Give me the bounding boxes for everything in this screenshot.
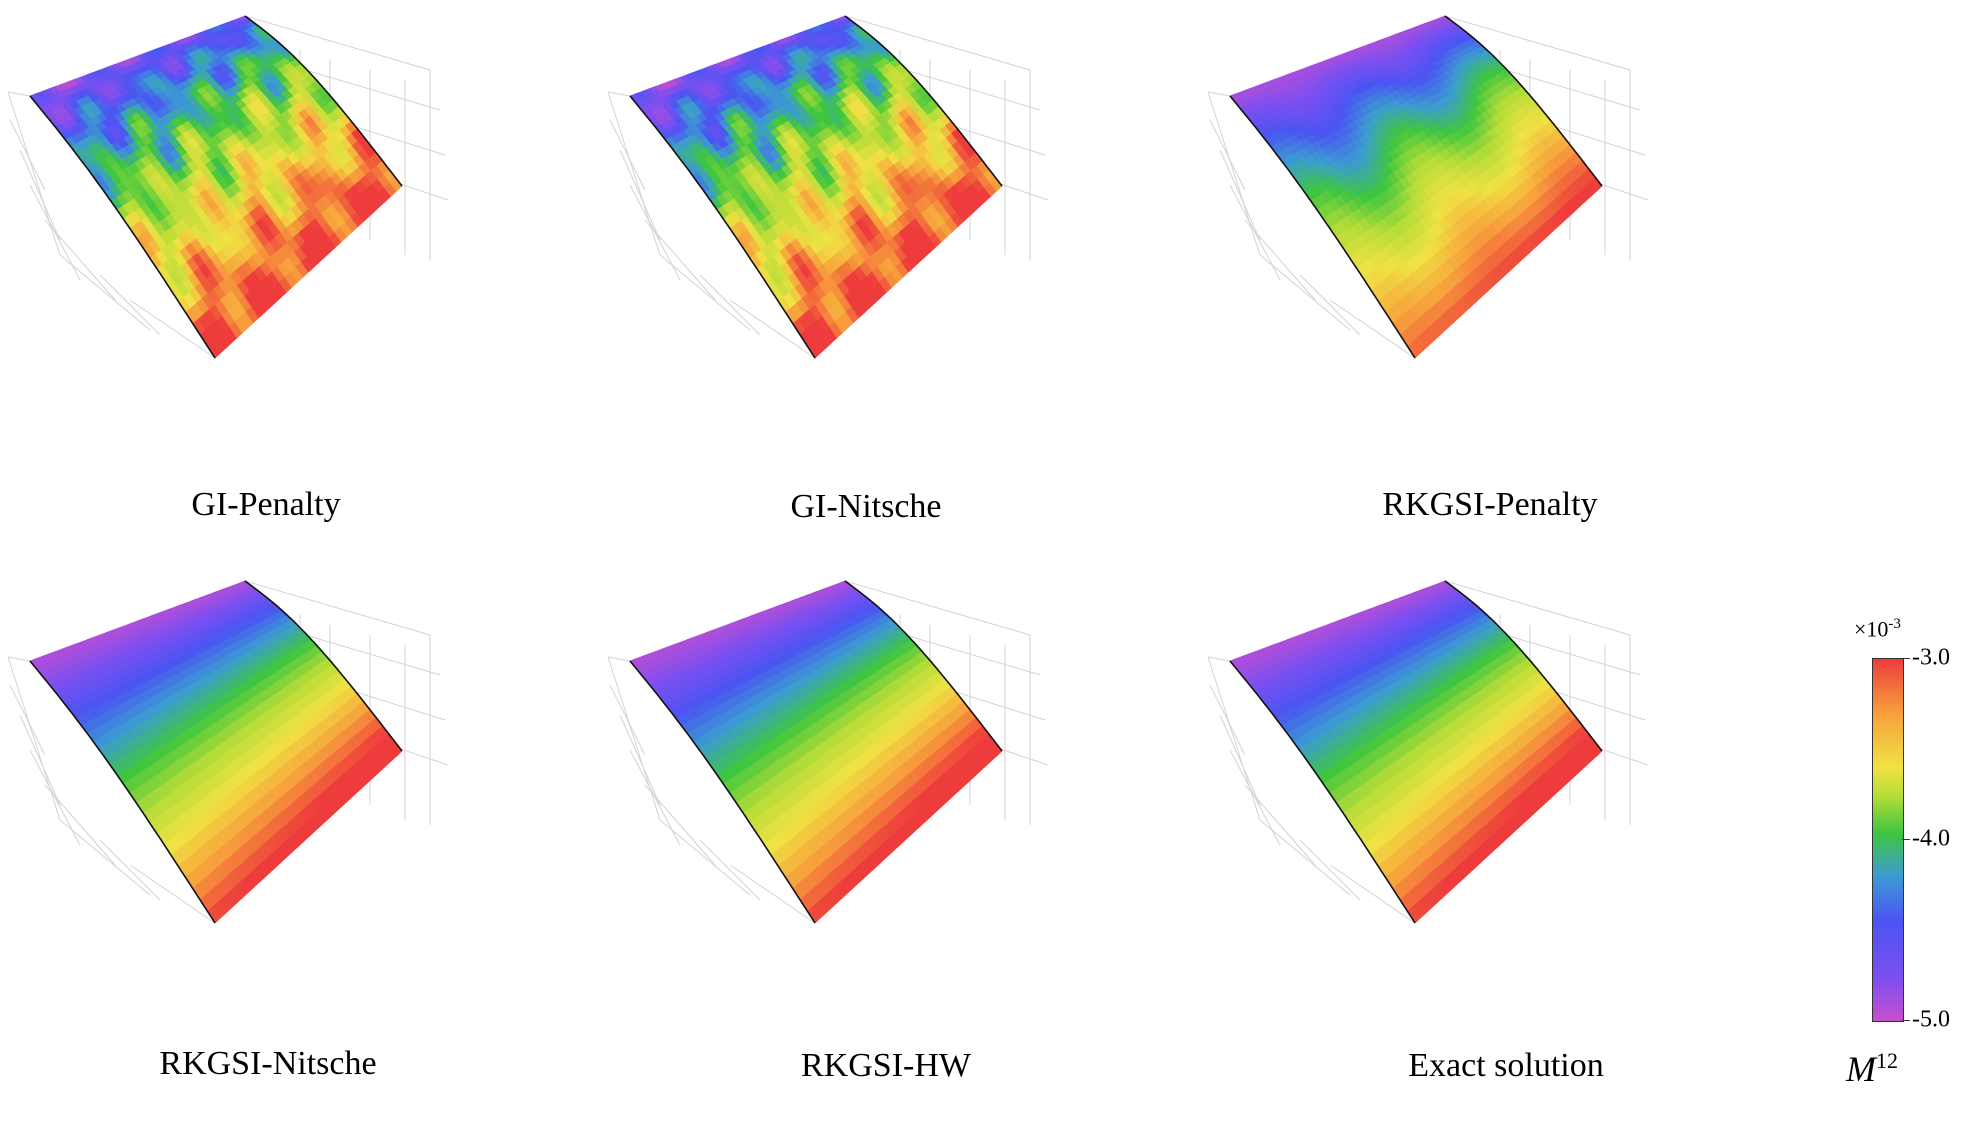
colorbar-tick-label-bottom: -5.0	[1912, 1006, 1950, 1033]
surface-plot-gi-penalty	[7, 15, 449, 359]
panel-label-rkgsi-penalty: RKGSI-Penalty	[1382, 486, 1598, 523]
shell-edge-right	[844, 580, 1003, 752]
colorbar-title: M12	[1846, 1048, 1898, 1089]
colorbar-tick-label-top: -3.0	[1912, 644, 1950, 671]
shell-surface	[29, 15, 403, 359]
surface-plot-gi-nitsche	[607, 15, 1049, 359]
shell-edge-left	[1229, 660, 1416, 924]
shell-edge-right	[244, 15, 403, 187]
panel-label-gi-nitsche: GI-Nitsche	[790, 488, 942, 525]
shell-edge-left	[29, 660, 216, 924]
shell-edge-right	[844, 15, 1003, 187]
colorbar-tick-label-mid: -4.0	[1912, 825, 1950, 852]
colorbar-tick-top	[1902, 658, 1910, 659]
colorbar-tick-mid	[1902, 839, 1910, 840]
surface-plot-rkgsi-hw	[607, 580, 1049, 924]
panel-label-gi-penalty: GI-Penalty	[191, 486, 341, 523]
surface-plot-rkgsi-penalty	[1207, 15, 1649, 359]
shell-edge-right	[244, 580, 403, 752]
panel-label-exact-solution: Exact solution	[1408, 1047, 1604, 1084]
shell-edge-left	[1229, 95, 1416, 359]
shell-surface	[629, 15, 1003, 359]
shell-edge-left	[629, 660, 816, 924]
shell-edge-left	[629, 95, 816, 359]
shell-surface	[1229, 15, 1603, 359]
shell-surface	[29, 580, 403, 924]
shell-edge-right	[1444, 15, 1603, 187]
colorbar: ×10-3 -3.0 -4.0 -5.0 M12	[1820, 600, 1968, 1100]
surface-plot-rkgsi-nitsche	[7, 580, 449, 924]
colorbar-gradient	[1872, 658, 1904, 1022]
colorbar-scale: ×10-3	[1854, 616, 1901, 642]
panel-label-rkgsi-hw: RKGSI-HW	[801, 1047, 971, 1084]
shell-edge-right	[1444, 580, 1603, 752]
shell-edge-left	[29, 95, 216, 359]
panel-label-rkgsi-nitsche: RKGSI-Nitsche	[159, 1045, 377, 1082]
shell-surface	[1229, 580, 1603, 924]
surface-plot-exact-solution	[1207, 580, 1649, 924]
colorbar-tick-bottom	[1902, 1020, 1910, 1021]
shell-surface	[629, 580, 1003, 924]
